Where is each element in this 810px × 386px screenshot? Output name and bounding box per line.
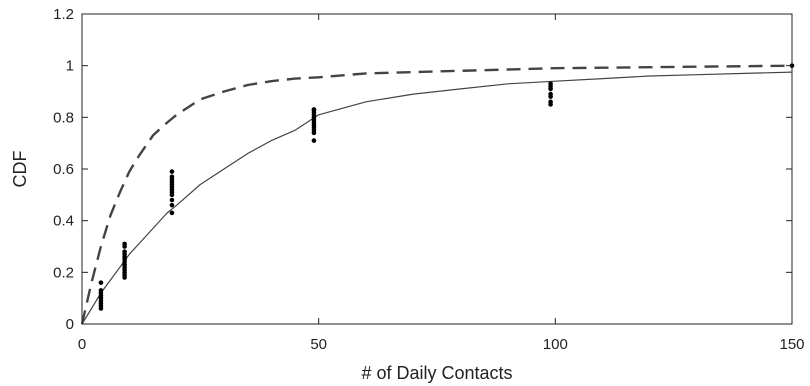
y-tick-label: 0.6: [53, 161, 74, 178]
x-tick-label: 100: [543, 336, 568, 353]
y-tick-label: 0.2: [53, 264, 74, 281]
data-point: [169, 210, 175, 216]
x-tick-label: 50: [310, 336, 327, 353]
data-point: [169, 169, 175, 174]
y-tick-label: 1.2: [53, 6, 74, 23]
x-axis-ticks: 0 50 100 150: [78, 14, 805, 353]
solid-cdf-curve: [81, 71, 793, 325]
data-point: [311, 138, 317, 143]
data-point: [548, 81, 553, 87]
data-point: [169, 174, 175, 180]
y-tick-label: 0.4: [53, 213, 74, 230]
data-point: [548, 99, 553, 105]
data-point: [548, 91, 553, 97]
data-points: [98, 63, 795, 311]
plot-area: 0 50 100 150 0 0.2 0.4 0.6 0.8 1 1.2: [53, 6, 804, 353]
data-point: [122, 241, 127, 247]
data-point: [169, 202, 175, 208]
curves: [80, 64, 793, 325]
y-axis-ticks: 0 0.2 0.4 0.6 0.8 1 1.2: [53, 6, 792, 333]
data-point: [311, 107, 317, 112]
data-point: [98, 288, 104, 293]
y-tick-label: 1: [66, 58, 74, 75]
x-tick-label: 0: [78, 336, 86, 353]
data-point: [122, 249, 127, 254]
y-axis-label: CDF: [10, 151, 30, 188]
data-point: [98, 280, 104, 285]
y-tick-label: 0: [66, 316, 74, 333]
y-tick-label: 0.8: [53, 109, 74, 126]
x-tick-label: 150: [779, 336, 804, 353]
x-axis-label: # of Daily Contacts: [361, 363, 512, 383]
dashed-cdf-curve: [80, 64, 793, 325]
data-point: [169, 197, 175, 203]
plot-frame: [81, 13, 793, 325]
